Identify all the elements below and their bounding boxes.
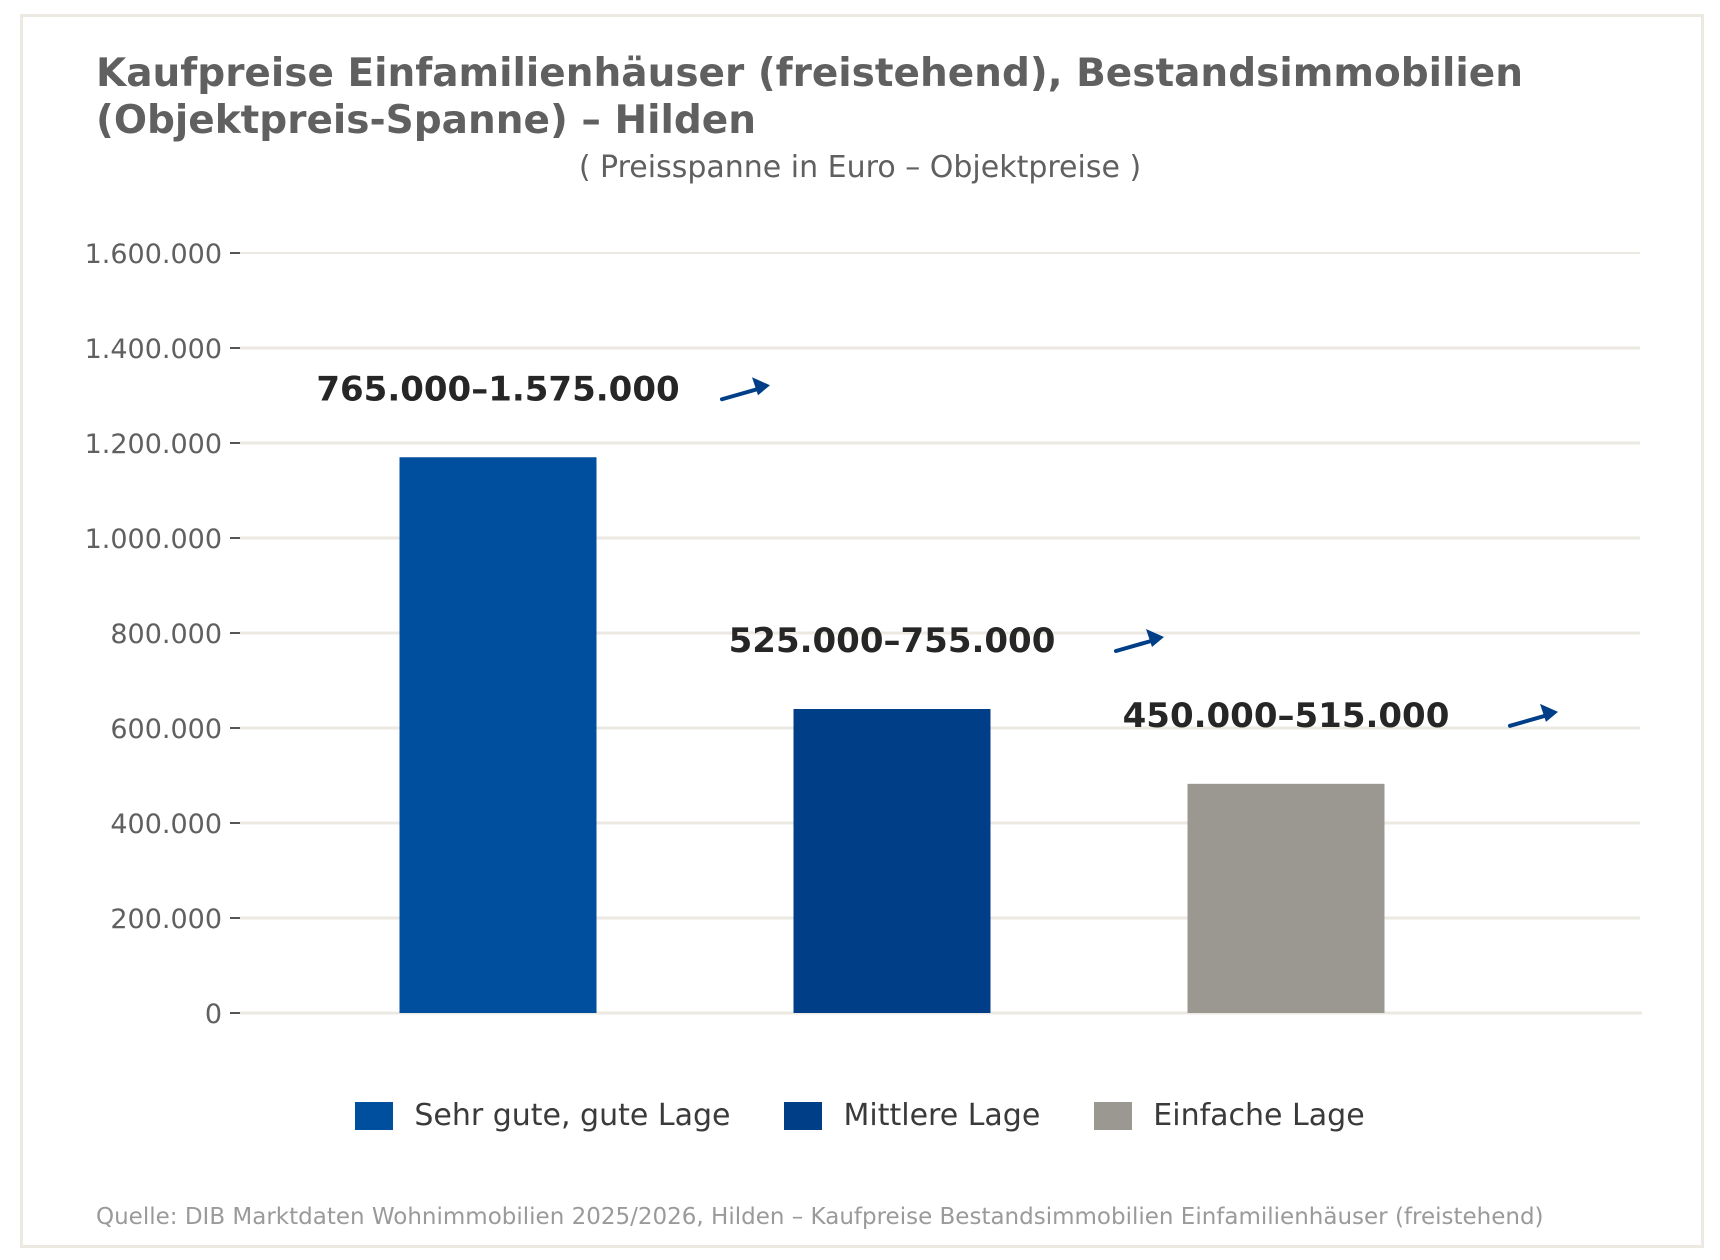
legend-label: Sehr gute, gute Lage bbox=[414, 1098, 731, 1133]
y-tick-label: 1.200.000 bbox=[85, 429, 222, 460]
arrow-head-1 bbox=[752, 377, 770, 396]
y-tick-label: 800.000 bbox=[110, 619, 222, 650]
legend-item: Sehr gute, gute Lage bbox=[355, 1098, 730, 1133]
chart-title: Kaufpreise Einfamilienhäuser (freistehen… bbox=[96, 51, 1524, 143]
arrow-head-3 bbox=[1540, 703, 1558, 722]
legend-item: Einfache Lage bbox=[1094, 1098, 1365, 1133]
bar-3 bbox=[1187, 783, 1385, 1013]
legend-swatch bbox=[1094, 1101, 1133, 1130]
source-note: Quelle: DIB Marktdaten Wohnimmobilien 20… bbox=[96, 1204, 1544, 1230]
y-tick-label: 0 bbox=[205, 999, 222, 1030]
range-label-1: 765.000–1.575.000 bbox=[316, 369, 679, 409]
bar-2 bbox=[793, 709, 991, 1013]
legend-swatch bbox=[355, 1101, 394, 1130]
y-tick-label: 1.400.000 bbox=[85, 334, 222, 365]
range-label-3: 450.000–515.000 bbox=[1123, 696, 1450, 736]
y-tick-label: 1.600.000 bbox=[85, 239, 222, 270]
arrow-head-2 bbox=[1146, 629, 1164, 647]
bar-1 bbox=[399, 457, 597, 1013]
y-tick-label: 600.000 bbox=[110, 714, 222, 745]
chart-frame bbox=[20, 14, 1704, 1248]
legend-item: Mittlere Lage bbox=[784, 1098, 1040, 1133]
y-tick-label: 400.000 bbox=[110, 809, 222, 840]
legend-label: Einfache Lage bbox=[1153, 1098, 1365, 1133]
legend-swatch bbox=[784, 1101, 823, 1130]
chart-legend: Sehr gute, gute Lage Mittlere Lage Einfach… bbox=[0, 1098, 1720, 1133]
chart-subtitle: ( Preisspanne in Euro – Objektpreise ) bbox=[578, 150, 1142, 185]
legend-label: Mittlere Lage bbox=[843, 1098, 1041, 1133]
y-tick-label: 1.000.000 bbox=[85, 524, 222, 555]
y-tick-label: 200.000 bbox=[110, 904, 222, 935]
range-label-2: 525.000–755.000 bbox=[729, 621, 1056, 661]
